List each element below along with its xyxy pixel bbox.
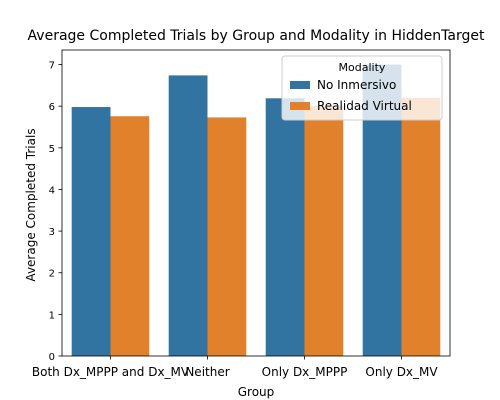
bar-no-inmersivo-2: [266, 98, 305, 356]
y-axis-label: Average Completed Trials: [24, 128, 38, 281]
y-tick-label: 3: [49, 227, 55, 238]
bar-realidad-virtual-3: [402, 98, 441, 356]
y-tick-label: 5: [49, 144, 55, 155]
y-tick-label: 4: [49, 185, 55, 196]
x-tick-label: Only Dx_MPPP: [262, 365, 348, 379]
bar-realidad-virtual-1: [208, 117, 247, 356]
bar-no-inmersivo-1: [169, 75, 208, 356]
y-tick-label: 0: [49, 352, 55, 363]
legend-label-1: Realidad Virtual: [317, 99, 412, 113]
legend-swatch-1: [290, 102, 310, 110]
chart-title: Average Completed Trials by Group and Mo…: [28, 28, 485, 44]
plot-frame: [62, 50, 450, 356]
y-tick-label: 6: [49, 102, 55, 113]
legend-swatch-0: [290, 81, 310, 89]
y-tick-label: 7: [49, 61, 55, 72]
y-tick-label: 1: [49, 310, 55, 321]
x-tick-label: Both Dx_MPPP and Dx_MV: [32, 365, 190, 379]
legend: Modality No Inmersivo Realidad Virtual: [282, 56, 442, 120]
bar-no-inmersivo-0: [72, 107, 111, 356]
x-tick-label: Only Dx_MV: [365, 365, 438, 379]
legend-title: Modality: [339, 61, 386, 74]
bar-realidad-virtual-0: [111, 116, 150, 356]
x-tick-label: Neither: [185, 365, 229, 379]
bar-realidad-virtual-2: [305, 106, 344, 356]
legend-box: [282, 56, 442, 120]
y-tick-label: 2: [49, 269, 55, 280]
legend-label-0: No Inmersivo: [317, 78, 396, 92]
x-axis-label: Group: [238, 385, 275, 399]
